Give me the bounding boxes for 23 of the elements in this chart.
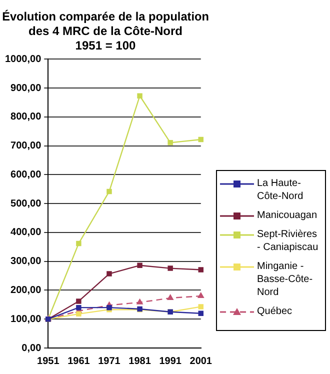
y-tick-label: 0,00 xyxy=(22,342,42,354)
legend-label: Manicouagan xyxy=(257,209,318,222)
y-tick-label: 800,00 xyxy=(10,112,42,123)
y-tick-label: 900,00 xyxy=(10,82,42,94)
x-tick-label: 1991 xyxy=(159,356,182,367)
x-tick-label: 1971 xyxy=(98,356,121,367)
x-tick-label: 1981 xyxy=(128,356,152,367)
y-tick-label: 400,00 xyxy=(10,227,42,238)
y-tick-label: 700,00 xyxy=(10,140,42,152)
y-tick-label: 200,00 xyxy=(10,284,42,296)
y-tick-label: 100,00 xyxy=(10,314,42,325)
y-tick-label: 1000,00 xyxy=(4,54,42,65)
y-tick-label: 600,00 xyxy=(10,169,42,180)
legend-label: Québec xyxy=(257,305,292,318)
y-tick-label: 300,00 xyxy=(10,256,42,268)
legend-label: Minganie - Basse-Côte-Nord xyxy=(257,260,322,299)
legend-label: La Haute-Côte-Nord xyxy=(257,177,322,203)
x-tick-label: 2001 xyxy=(190,356,212,367)
x-tick-label: 1961 xyxy=(68,356,90,367)
y-tick-label: 500,00 xyxy=(10,198,42,210)
x-tick-label: 1951 xyxy=(37,356,60,367)
legend-label: Sept-Rivières - Caniapiscau xyxy=(257,228,322,254)
chart-title: Évolution comparée de la population des 4 MRC de la Côte-Nord 1951 = 100 xyxy=(2,9,209,52)
